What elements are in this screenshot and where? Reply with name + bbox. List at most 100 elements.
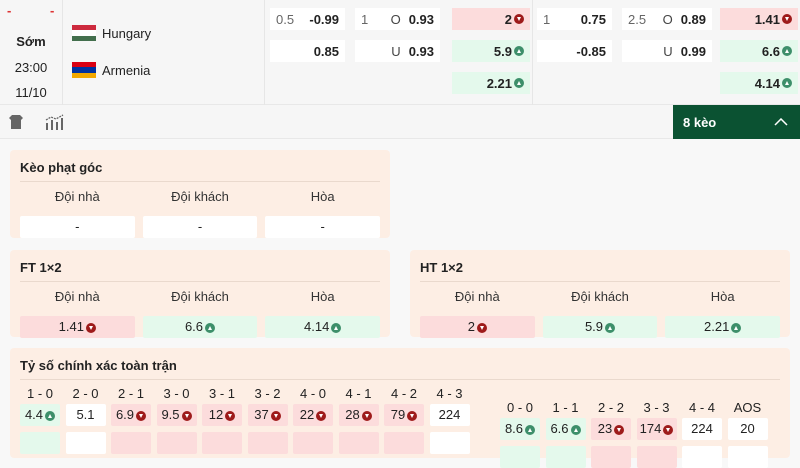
- odds-grid: Đội nhà Đội khách Hòa - - -: [20, 186, 380, 238]
- match-time: 23:00: [14, 60, 48, 75]
- home-score: -: [7, 3, 12, 18]
- score-option[interactable]: 2 - 0 5.1: [65, 384, 106, 454]
- odds-cell[interactable]: 1.41: [720, 8, 798, 30]
- score-option[interactable]: 3 - 0 9.5: [156, 384, 197, 454]
- odds-cell[interactable]: 6.6: [142, 316, 258, 338]
- odds-value: 20: [740, 421, 755, 436]
- odds-cell[interactable]: 2.21: [665, 316, 780, 338]
- odds-cell[interactable]: -0.85: [537, 40, 612, 62]
- odds-value: 0.93: [408, 11, 434, 27]
- odds-cell[interactable]: 2.21: [452, 72, 530, 94]
- exact-score-title: Tỷ số chính xác toàn trận: [20, 358, 780, 380]
- odds-cell[interactable]: -: [265, 216, 380, 238]
- odds-value: 1.41: [58, 319, 84, 334]
- score-odds[interactable]: 4.4: [20, 404, 60, 426]
- odds-cell[interactable]: U 0.93: [355, 40, 440, 62]
- score-odds-next-row: [636, 446, 677, 468]
- odds-cell[interactable]: 1 O 0.93: [355, 8, 440, 30]
- score-odds[interactable]: 20: [727, 418, 768, 440]
- match-row: - - Sớm 23:00 11/10 Hungary Armenia 0.5-…: [0, 0, 800, 105]
- score-odds[interactable]: 6.6: [545, 418, 586, 440]
- score-option[interactable]: 3 - 2 37: [247, 384, 288, 454]
- toolbar: [0, 105, 800, 139]
- column-header: Đội khách: [171, 189, 229, 204]
- score-odds[interactable]: 22: [293, 404, 333, 426]
- score-option[interactable]: 1 - 0 4.4: [20, 384, 60, 454]
- odds-value: 5.9: [493, 43, 512, 59]
- odds-line: 1: [361, 11, 369, 27]
- shirt-icon[interactable]: [9, 114, 23, 130]
- score-option[interactable]: 2 - 2 23: [591, 398, 631, 468]
- score-odds[interactable]: 9.5: [156, 404, 197, 426]
- score-odds[interactable]: 224: [682, 418, 722, 440]
- more-odds-button[interactable]: 8 kèo: [673, 105, 800, 139]
- away-team[interactable]: Armenia: [72, 62, 150, 78]
- score-odds[interactable]: 8.6: [500, 418, 540, 440]
- column-header: Hòa: [710, 289, 735, 304]
- arrow-up-icon: [570, 424, 581, 435]
- panel-title: FT 1×2: [20, 260, 380, 282]
- score-label: AOS: [733, 400, 762, 415]
- score-option[interactable]: 1 - 1 6.6: [545, 398, 586, 468]
- score-odds[interactable]: 12: [202, 404, 242, 426]
- odds-cell[interactable]: 4.14: [720, 72, 798, 94]
- stats-chart-icon[interactable]: [45, 114, 65, 130]
- home-team[interactable]: Hungary: [72, 25, 151, 41]
- corner-odds-panel: Kèo phạt góc Đội nhà Đội khách Hòa - - -: [10, 150, 390, 238]
- score-odds[interactable]: 79: [384, 404, 424, 426]
- odds-cell[interactable]: 2: [420, 316, 535, 338]
- score-option[interactable]: 3 - 3 174: [636, 398, 677, 468]
- odds-grid: Đội nhà Đội khách Hòa 2 5.9 2.21: [420, 286, 780, 338]
- score-option[interactable]: 4 - 1 28: [338, 384, 379, 454]
- column-header: Đội nhà: [54, 189, 100, 204]
- score-odds[interactable]: 6.9: [111, 404, 151, 426]
- odds-value: 22: [299, 407, 315, 422]
- score-option[interactable]: AOS 20: [727, 398, 768, 468]
- odds-cell[interactable]: 0.5 -0.99: [270, 8, 345, 30]
- arrow-up-icon: [45, 410, 56, 421]
- score-odds[interactable]: 23: [591, 418, 631, 440]
- score-label: 4 - 0: [299, 386, 326, 401]
- score-odds-next-row: [727, 446, 768, 468]
- odds-cell[interactable]: 5.9: [542, 316, 658, 338]
- score-option[interactable]: 2 - 1 6.9: [111, 384, 151, 454]
- score-option[interactable]: 4 - 4 224: [682, 398, 722, 468]
- score-odds[interactable]: 174: [636, 418, 677, 440]
- odds-cell[interactable]: 6.6: [720, 40, 798, 62]
- score-label: 2 - 0: [72, 386, 99, 401]
- score-label: 4 - 3: [436, 386, 463, 401]
- match-status: Sớm: [16, 34, 46, 49]
- score-option[interactable]: 3 - 1 12: [202, 384, 242, 454]
- odds-value: 2.21: [704, 319, 730, 334]
- score-option[interactable]: 0 - 0 8.6: [500, 398, 540, 468]
- odds-cell[interactable]: 2.5 O 0.89: [622, 8, 712, 30]
- odds-cell[interactable]: U 0.99: [622, 40, 712, 62]
- odds-value: 0.99: [680, 43, 706, 59]
- odds-value: 2: [504, 11, 512, 27]
- score-odds[interactable]: 224: [429, 404, 470, 426]
- score-option[interactable]: 4 - 2 79: [384, 384, 424, 454]
- score-odds-next-row: [202, 432, 242, 454]
- odds-side: O: [662, 11, 673, 27]
- score-odds[interactable]: 5.1: [65, 404, 106, 426]
- odds-cell[interactable]: 4.14: [265, 316, 380, 338]
- odds-cell[interactable]: 1 0.75: [537, 8, 612, 30]
- score-odds[interactable]: 37: [247, 404, 288, 426]
- score-option[interactable]: 4 - 3 224: [429, 384, 470, 454]
- odds-cell[interactable]: 0.85: [270, 40, 345, 62]
- odds-cell[interactable]: -: [20, 216, 135, 238]
- score-option[interactable]: 4 - 0 22: [293, 384, 333, 454]
- odds-value: 0.85: [313, 43, 339, 59]
- hungary-flag-icon: [72, 25, 96, 41]
- odds-cell[interactable]: 5.9: [452, 40, 530, 62]
- odds-value: 0.93: [408, 43, 434, 59]
- arrow-up-icon: [525, 424, 536, 435]
- odds-value: 224: [438, 407, 461, 422]
- score-odds[interactable]: 28: [338, 404, 379, 426]
- away-score: -: [50, 3, 55, 18]
- odds-cell[interactable]: 2: [452, 8, 530, 30]
- odds-cell[interactable]: 1.41: [20, 316, 135, 338]
- score-odds-next-row: [20, 432, 60, 454]
- odds-cell[interactable]: -: [142, 216, 258, 238]
- odds-value: 4.14: [754, 75, 780, 91]
